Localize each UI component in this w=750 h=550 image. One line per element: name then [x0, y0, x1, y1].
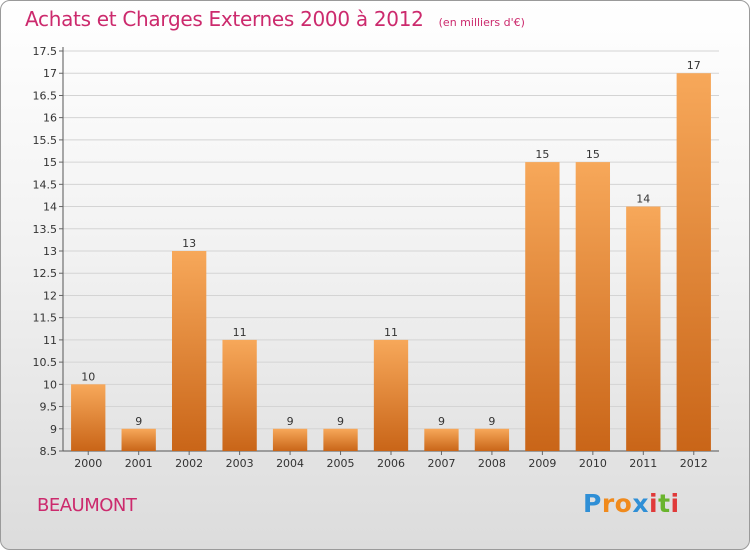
y-tick-label: 15 — [43, 156, 57, 169]
bar-2011 — [626, 206, 661, 451]
y-tick-label: 9.5 — [40, 401, 58, 414]
bar-label-2010: 15 — [586, 148, 600, 161]
y-tick-label: 12 — [43, 289, 57, 302]
x-tick-labels: 2000 2001 2002 2003 2004 2005 2006 2007 2008 2009… — [74, 451, 708, 470]
bar-label-2012: 17 — [687, 59, 701, 72]
bar-label-2011: 14 — [636, 193, 650, 206]
bar-label-2008: 9 — [488, 415, 495, 428]
x-tick-label-2003: 2003 — [226, 457, 254, 470]
bar-label-2000: 10 — [81, 370, 95, 383]
x-tick-label-2006: 2006 — [377, 457, 405, 470]
bar-label-2006: 11 — [384, 326, 398, 339]
unit-note: (en milliers d'€) — [438, 16, 525, 29]
bar-2005 — [323, 428, 358, 451]
logo-letter: r — [601, 489, 615, 518]
y-tick-label: 9 — [50, 423, 57, 436]
y-tick-label: 11.5 — [33, 312, 58, 325]
x-tick-label-2005: 2005 — [327, 457, 355, 470]
chart-title: Achats et Charges Externes 2000 à 2012 — [25, 7, 424, 31]
bar-label-2009: 15 — [535, 148, 549, 161]
x-tick-label-2012: 2012 — [680, 457, 708, 470]
bar-label-2002: 13 — [182, 237, 196, 250]
logo-letter: i — [670, 489, 680, 518]
bar-2003 — [222, 339, 257, 451]
y-tick-label: 16 — [43, 112, 57, 125]
y-tick-label: 14 — [43, 201, 57, 214]
logo-letter: i — [649, 489, 659, 518]
x-tick-label-2009: 2009 — [528, 457, 556, 470]
x-tick-label-2007: 2007 — [427, 457, 455, 470]
x-tick-label-2002: 2002 — [175, 457, 203, 470]
x-tick-label-2004: 2004 — [276, 457, 304, 470]
title-block: Achats et Charges Externes 2000 à 2012 (… — [25, 7, 525, 31]
bar-2007 — [424, 428, 459, 451]
bar-2001 — [121, 428, 156, 451]
y-tick-label: 13.5 — [33, 223, 58, 236]
y-tick-label: 17 — [43, 67, 57, 80]
y-tick-label: 12.5 — [33, 267, 58, 280]
bar-label-2003: 11 — [233, 326, 247, 339]
x-tick-label-2008: 2008 — [478, 457, 506, 470]
bar-value-labels: 10 9 13 11 9 9 11 9 9 15 15 14 17 — [81, 59, 701, 428]
bar-label-2007: 9 — [438, 415, 445, 428]
y-tick-label: 17.5 — [33, 45, 58, 58]
y-tick-label: 15.5 — [33, 134, 58, 147]
bar-label-2005: 9 — [337, 415, 344, 428]
commune-name: BEAUMONT — [37, 495, 137, 516]
bar-2004 — [272, 428, 308, 451]
bar-2009 — [525, 162, 560, 451]
y-tick-labels: 8.5 9 9.5 10 10.5 11 11.5 12 12.5 13 13.5 14 14.5 15 1… — [33, 45, 63, 458]
bar-2010 — [575, 162, 611, 451]
y-tick-label: 14.5 — [33, 178, 58, 191]
bars — [71, 73, 711, 451]
bar-2012 — [676, 73, 711, 451]
logo-letter: x — [632, 489, 649, 518]
y-tick-label: 8.5 — [40, 445, 58, 458]
y-tick-label: 16.5 — [33, 89, 58, 102]
y-tick-label: 11 — [43, 334, 57, 347]
proxiti-logo: Proxiti — [583, 489, 680, 518]
y-tick-label: 10 — [43, 378, 57, 391]
bar-2006 — [373, 339, 409, 451]
y-tick-label: 13 — [43, 245, 57, 258]
x-tick-label-2010: 2010 — [579, 457, 607, 470]
y-tick-label: 10.5 — [33, 356, 58, 369]
logo-letter: o — [614, 489, 633, 518]
bar-label-2001: 9 — [135, 415, 142, 428]
bar-2002 — [171, 251, 207, 451]
bar-2000 — [71, 384, 106, 451]
logo-letter: t — [658, 489, 671, 518]
bar-label-2004: 9 — [287, 415, 294, 428]
logo-letter: P — [583, 489, 602, 518]
x-tick-label-2011: 2011 — [629, 457, 657, 470]
x-tick-label-2000: 2000 — [74, 457, 102, 470]
bar-2008 — [474, 428, 510, 451]
x-tick-label-2001: 2001 — [125, 457, 153, 470]
